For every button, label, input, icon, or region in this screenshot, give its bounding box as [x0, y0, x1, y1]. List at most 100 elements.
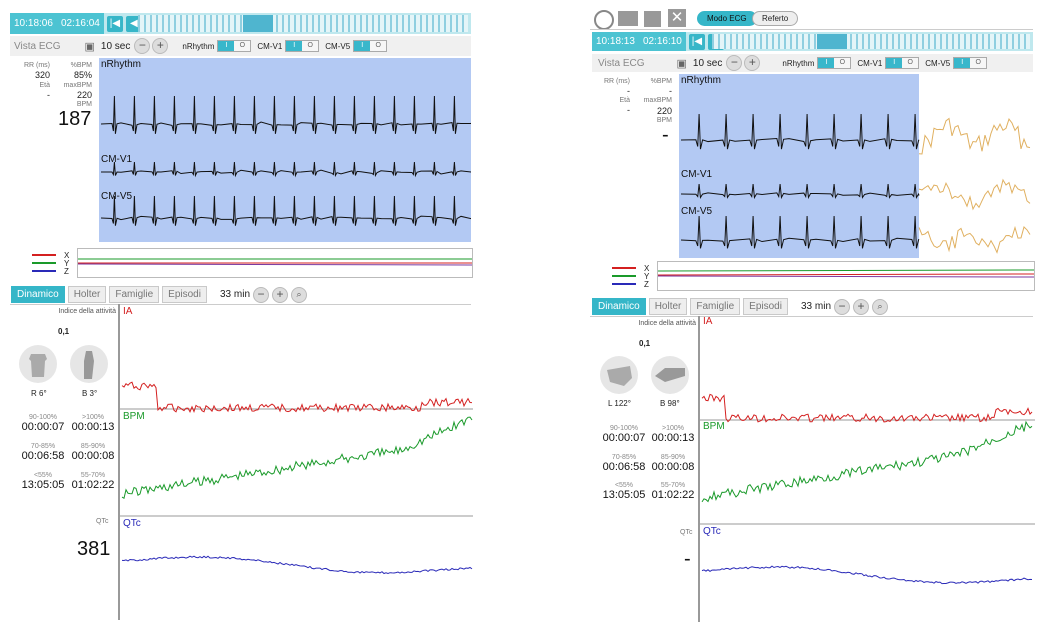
close-icon[interactable]: ✕	[668, 9, 686, 27]
bpm-trace	[121, 416, 473, 499]
trace-cmv5-hidden	[918, 225, 1031, 254]
posture-side-label: B 3°	[82, 389, 98, 398]
tab-episodi[interactable]: Episodi	[162, 286, 207, 303]
toggle-off[interactable]: O	[370, 41, 387, 51]
stat-55-70: 55-70% 01:02:22	[648, 482, 698, 501]
z-label: Z	[644, 279, 649, 289]
timeline-strip[interactable]	[712, 34, 1030, 49]
tab-holter[interactable]: Holter	[648, 298, 688, 315]
lead-label-nrhythm: nRhythm	[782, 58, 815, 68]
activity-value: 0,1	[58, 327, 70, 336]
stat-label: <55%	[614, 482, 634, 489]
zoom-out-button[interactable]: −	[134, 38, 151, 54]
ecg-view[interactable]: nRhythm CM-V1 CM-V5	[679, 74, 1033, 258]
zoom-label: 10 sec	[692, 57, 723, 69]
toggle-off[interactable]: O	[834, 58, 851, 68]
stat-55-70: 55-70% 01:02:22	[68, 472, 118, 491]
toggle-on[interactable]: I	[886, 58, 903, 68]
camera-icon[interactable]: ▣	[84, 40, 95, 53]
bpm-big-value: 187	[58, 108, 92, 130]
tab-holter[interactable]: Holter	[67, 286, 107, 303]
report-button[interactable]: Referto	[752, 11, 799, 26]
activity-value: 0,1	[639, 339, 651, 348]
export-icon[interactable]	[618, 11, 638, 26]
search-icon[interactable]: ⌕	[872, 298, 888, 315]
toggle-on[interactable]: I	[954, 58, 971, 68]
tab-famiglie[interactable]: Famiglie	[109, 286, 160, 303]
stat-value: 00:06:58	[21, 450, 65, 462]
toggle-off[interactable]: O	[902, 58, 919, 68]
trend-graphs[interactable]: IA BPM QTc	[698, 316, 1035, 622]
skip-start-icon[interactable]: |◀	[688, 33, 705, 50]
current-time: 10:18:06	[14, 18, 53, 29]
maxbpm-label: maxBPM	[63, 82, 92, 89]
stat-label: 85-90%	[660, 454, 686, 461]
range-in-button[interactable]: +	[853, 298, 869, 315]
eta-value: -	[627, 105, 630, 115]
ia-trace	[701, 393, 1033, 423]
zoom-in-button[interactable]: +	[744, 55, 761, 71]
trend-graphs[interactable]: IA BPM QTc	[118, 304, 473, 620]
toggle-on[interactable]: I	[354, 41, 371, 51]
timeline-strip[interactable]	[138, 15, 468, 32]
stat-90-100: 90-100% 00:00:07	[599, 425, 649, 444]
bpm-graph-label: BPM	[703, 421, 725, 432]
zoom-in-button[interactable]: +	[152, 38, 169, 54]
xyz-box	[77, 248, 473, 278]
xyz-legend: X Y Z	[32, 251, 69, 276]
range-in-button[interactable]: +	[272, 286, 288, 303]
toggle-off[interactable]: O	[302, 41, 319, 51]
clock-icon[interactable]	[594, 10, 614, 30]
camera-icon[interactable]: ▣	[676, 57, 687, 70]
rr-value: -	[627, 86, 630, 96]
toggle-off[interactable]: O	[970, 58, 987, 68]
save-icon[interactable]	[644, 11, 661, 27]
timeline-bar[interactable]: 10:18:06 02:16:04 |◀ ◀	[10, 13, 471, 34]
range-out-button[interactable]: −	[834, 298, 850, 315]
view-label: Vista ECG	[598, 57, 645, 69]
timeline-cursor[interactable]	[243, 15, 273, 32]
y-label: Y	[644, 271, 650, 281]
toggle-off[interactable]: O	[234, 41, 251, 51]
toggle-on[interactable]: I	[818, 58, 835, 68]
step-back-icon[interactable]: ◀	[125, 15, 142, 32]
timeline-bar[interactable]: 10:18:13 02:16:10 |◀ ◀	[592, 32, 1033, 51]
trace-nrhythm	[100, 95, 471, 134]
stat-under-55: <55% 13:05:05	[18, 472, 68, 491]
range-out-button[interactable]: −	[253, 286, 269, 303]
search-icon[interactable]: ⌕	[291, 286, 307, 303]
tab-dinamico[interactable]: Dinamico	[11, 286, 65, 303]
skip-start-icon[interactable]: |◀	[106, 15, 123, 32]
stat-label: >100%	[82, 414, 104, 421]
toggle-on[interactable]: I	[286, 41, 303, 51]
stat-value: 00:00:13	[651, 432, 695, 444]
zoom-out-button[interactable]: −	[726, 55, 743, 71]
z-label: Z	[64, 266, 69, 276]
trace-cmv1	[100, 161, 471, 178]
timeline-cursor[interactable]	[817, 34, 847, 49]
tab-episodi[interactable]: Episodi	[743, 298, 788, 315]
ecg-view[interactable]: nRhythm CM-V1 CM-V5	[99, 58, 471, 242]
x-label: X	[644, 263, 650, 273]
tab-famiglie[interactable]: Famiglie	[690, 298, 741, 315]
posture-lying-label: L 122°	[608, 399, 631, 408]
mode-ecg-button[interactable]: Modo ECG	[697, 11, 757, 26]
tab-dinamico[interactable]: Dinamico	[592, 298, 646, 315]
toggle-on[interactable]: I	[218, 41, 235, 51]
maxbpm-value: 220	[656, 106, 672, 116]
lead-label-nrhythm: nRhythm	[182, 41, 215, 51]
stat-label: 90-100%	[609, 425, 639, 432]
trace-label-cmv5: CM-V5	[101, 191, 133, 202]
left-panel: 10:18:06 02:16:04 |◀ ◀ Vista ECG ▣ 10 se…	[0, 0, 475, 624]
qtc-trace	[121, 555, 473, 575]
qtc-big-value: -	[684, 548, 691, 570]
qtc-graph-label: QTc	[123, 518, 141, 529]
z-trace	[77, 263, 473, 266]
